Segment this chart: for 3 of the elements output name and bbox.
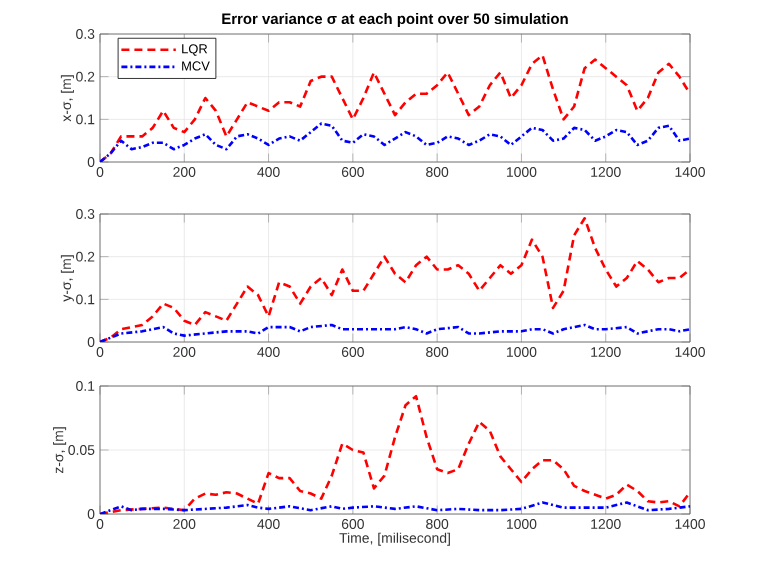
line-series — [100, 216, 691, 343]
line-series — [100, 394, 691, 515]
line-series — [100, 122, 691, 163]
